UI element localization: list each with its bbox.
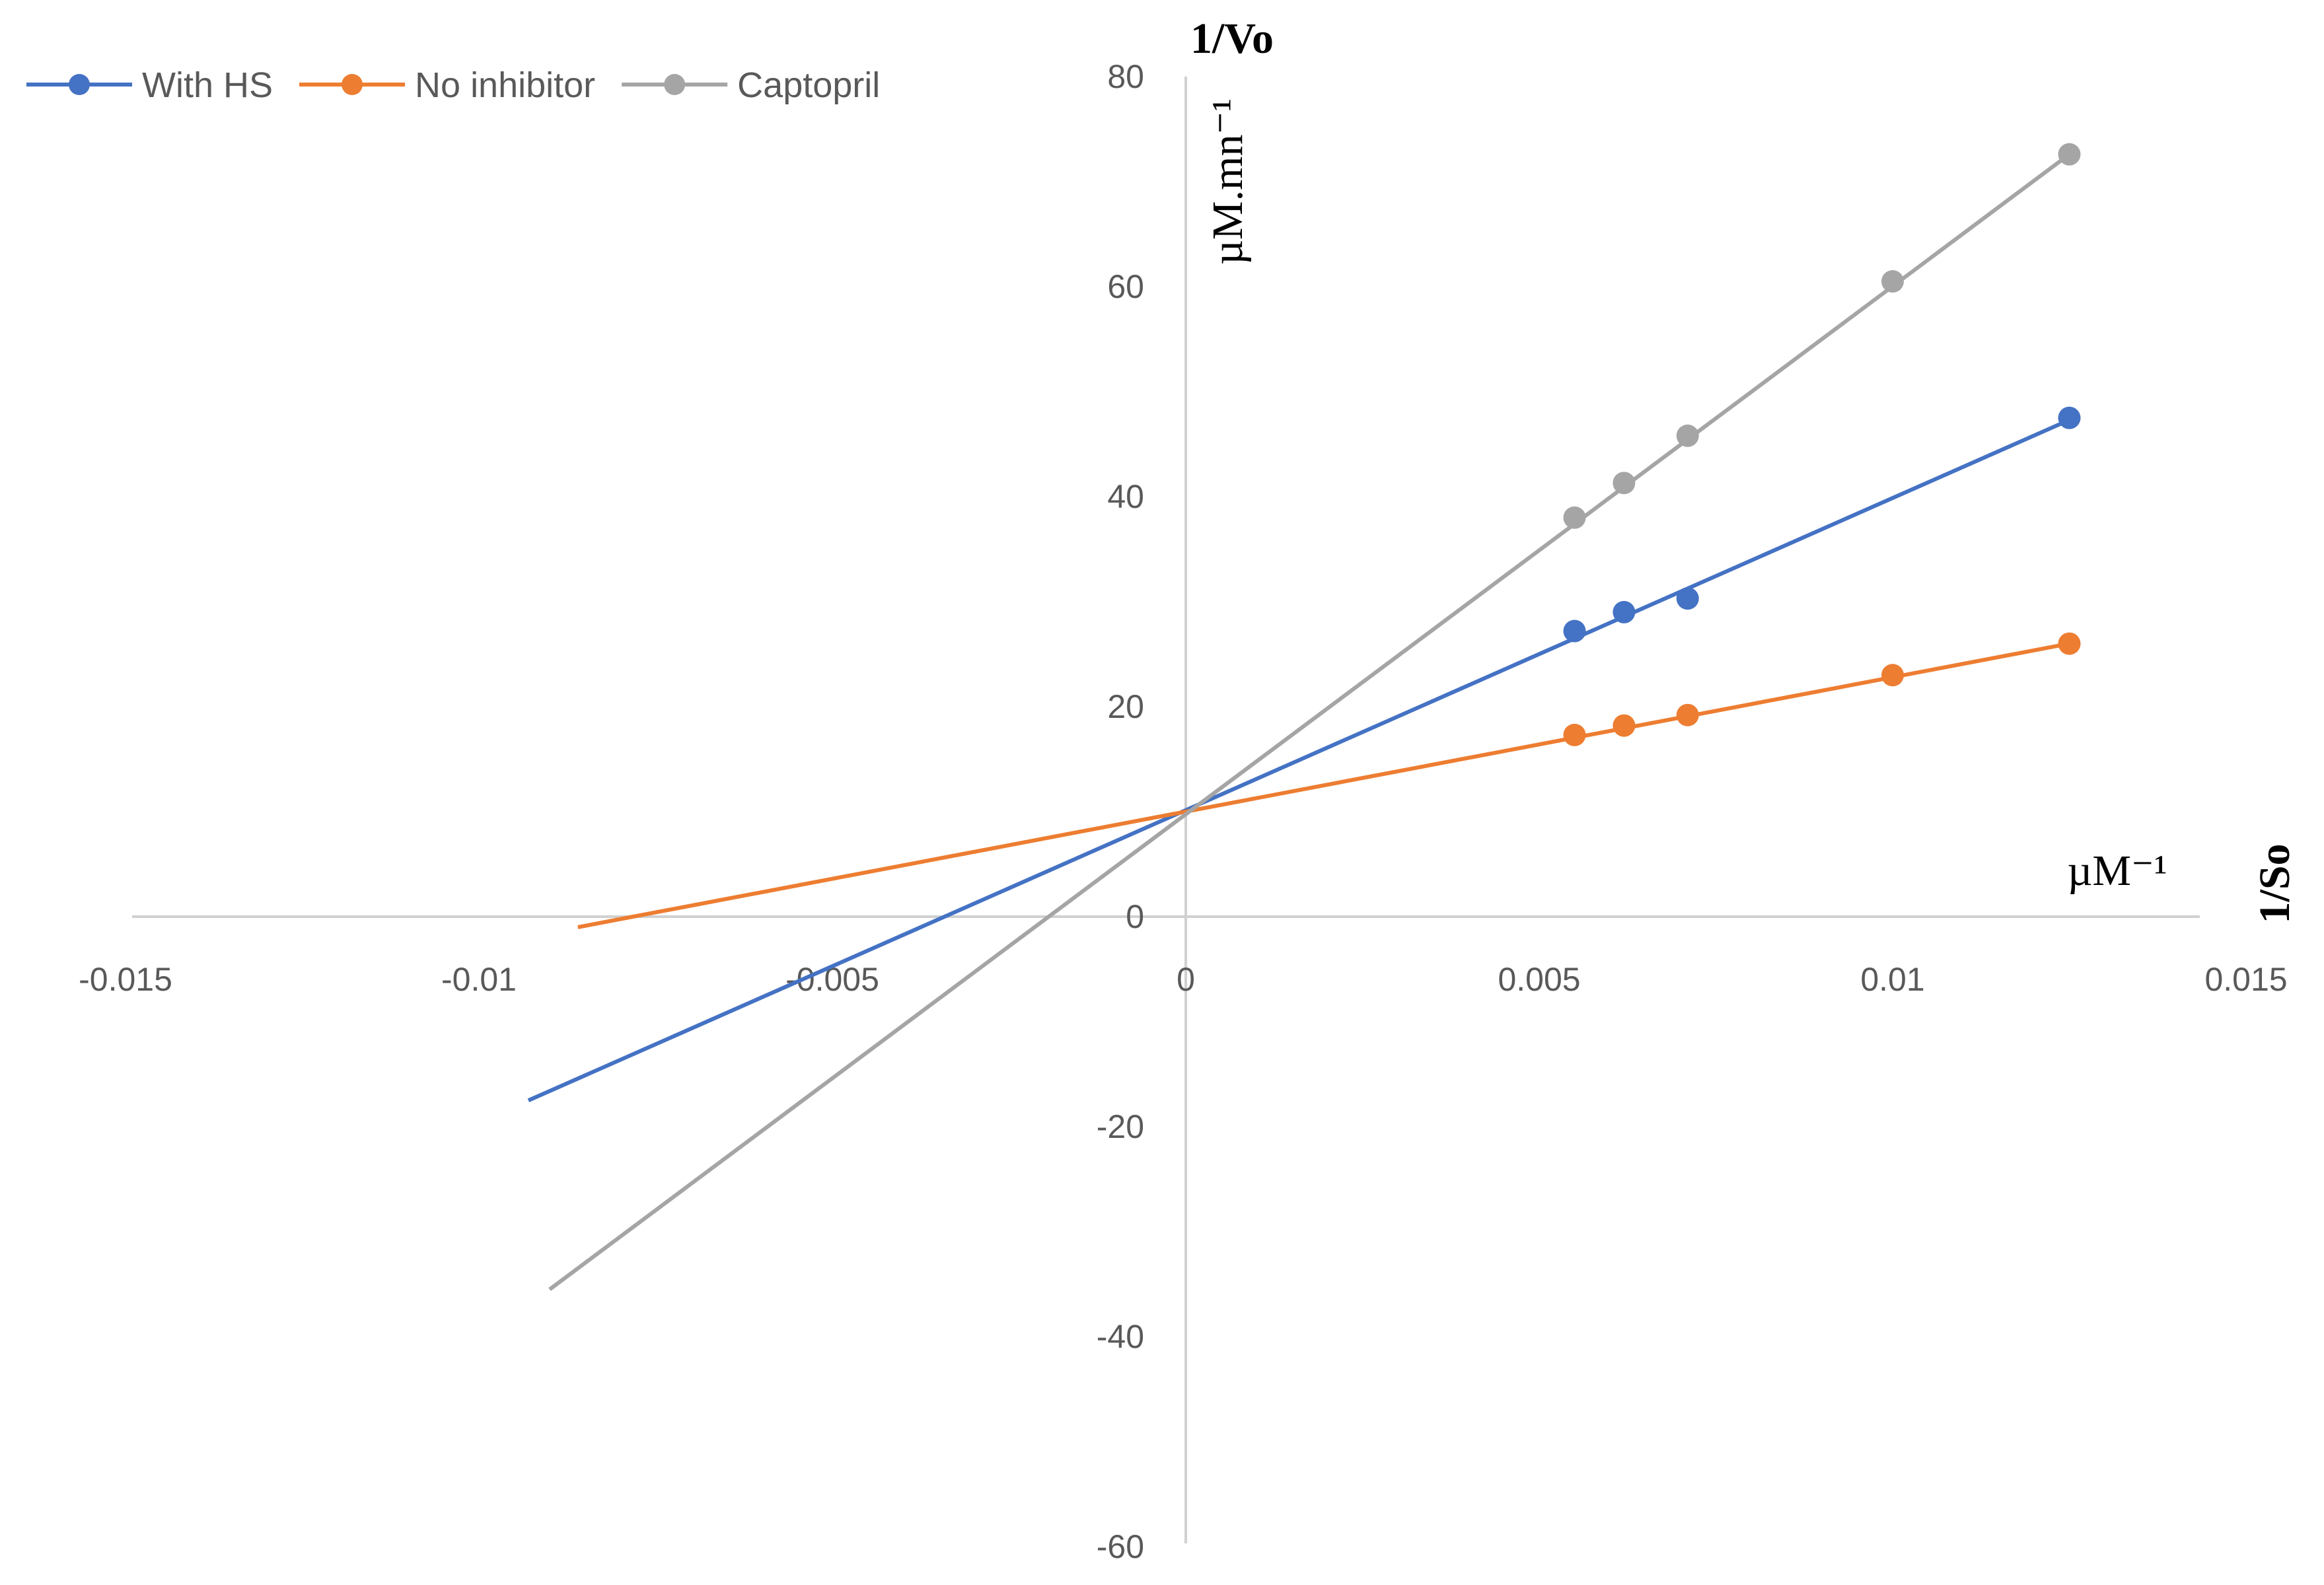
y-tick-label: 40 [1107,478,1144,515]
legend-marker [342,74,363,95]
series-trend-line [527,418,2070,1102]
y-tick-label: 80 [1107,58,1144,95]
legend: With HS No inhibitor Captopril [26,65,880,105]
data-point [1613,600,1636,623]
series-layer [527,143,2081,1291]
x-axis-title: 1/So [2251,843,2299,923]
legend-item: Captopril [622,65,880,105]
y-axis-title: 1/Vo [1190,15,1274,63]
y-tick-label: 60 [1107,268,1144,305]
series-0 [527,406,2081,1102]
legend-marker [69,74,90,95]
y-axis-unit: µM.mn⁻¹ [1204,98,1252,265]
series-2 [548,143,2081,1291]
y-tick-label: 0 [1126,898,1144,935]
data-point [2058,406,2081,429]
series-trend-line [577,641,2070,929]
data-point [2058,143,2081,166]
y-tick-label: 20 [1107,688,1144,725]
data-point [2058,632,2081,655]
legend-item: No inhibitor [299,65,595,105]
legend-label: No inhibitor [415,65,595,105]
legend-label: With HS [142,65,273,105]
y-tick-label: -40 [1097,1318,1144,1355]
x-axis-unit: µM⁻¹ [2067,847,2167,895]
series-trend-line [548,153,2071,1291]
data-point [1613,714,1636,737]
axes [132,77,2200,1543]
legend-marker [664,74,686,95]
series-1 [577,632,2081,929]
x-tick-label: 0 [1177,961,1195,998]
y-tick-label: -60 [1097,1528,1144,1565]
x-tick-label: -0.015 [79,961,172,998]
x-tick-label: 0.01 [1860,961,1924,998]
data-point [1676,703,1699,726]
data-point [1563,506,1586,529]
x-tick-label: 0.015 [2204,961,2287,998]
data-point [1563,619,1586,643]
y-tick-label: -20 [1097,1108,1144,1145]
data-point [1676,587,1699,610]
data-point [1676,424,1699,447]
y-tick-labels: 80 60 40 20 0 -20 -40 -60 [1097,58,1144,1565]
data-point [1563,723,1586,746]
data-point [1613,472,1636,495]
x-tick-label: -0.01 [441,961,517,998]
x-tick-label: 0.005 [1498,961,1580,998]
legend-item: With HS [26,65,273,105]
x-tick-labels: -0.015 -0.01 -0.005 0 0.005 0.01 0.015 [79,961,2287,998]
data-point [1881,664,1904,687]
data-point [1881,270,1904,293]
legend-label: Captopril [737,65,880,105]
